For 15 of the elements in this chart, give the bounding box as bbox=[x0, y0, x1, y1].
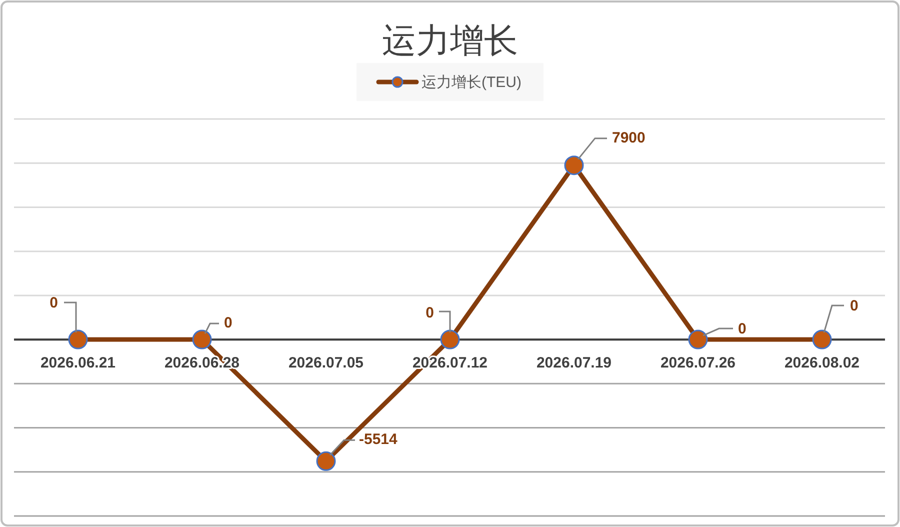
data-label: 7900 bbox=[612, 129, 646, 146]
legend: 运力增长(TEU) bbox=[356, 63, 544, 101]
data-label: 0 bbox=[224, 314, 232, 332]
legend-label: 运力增长(TEU) bbox=[422, 74, 522, 91]
x-tick-label: 2026.06.21 bbox=[40, 354, 116, 372]
x-tick-label: 2026.07.19 bbox=[536, 354, 612, 372]
title: 运力增长 bbox=[382, 22, 518, 60]
data-label: 0 bbox=[850, 298, 858, 315]
data-label: 0 bbox=[426, 304, 434, 322]
data-label: 0 bbox=[738, 320, 746, 338]
x-tick-label: 2026.08.02 bbox=[784, 354, 860, 372]
x-tick-label: 2026.07.05 bbox=[288, 354, 364, 372]
data-label: -5514 bbox=[359, 431, 398, 448]
data-label: 0 bbox=[50, 294, 58, 312]
x-tick-label: 2026.07.26 bbox=[660, 354, 736, 372]
